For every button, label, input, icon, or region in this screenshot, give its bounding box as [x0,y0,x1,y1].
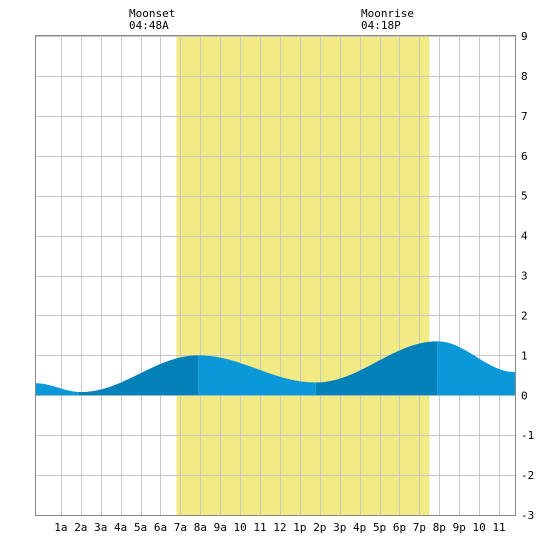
y-tick-label: 1 [521,349,528,362]
x-tick-label: 7a [174,521,187,534]
y-tick-label: 7 [521,110,528,123]
moonset-label: Moonset [129,7,175,20]
x-tick-labels: 1a 2a 3a 4a 5a 6a 7a 8a 9a 10 11 12 1p 2p 3p 4p 5p 6p 7p 8p… [54,521,505,534]
x-tick-label: 1a [54,521,67,534]
x-tick-label: 6p [393,521,406,534]
y-tick-label: 9 [521,30,528,43]
x-tick-label: 1p [293,521,306,534]
x-tick-label: 11 [253,521,266,534]
y-tick-label: 8 [521,70,528,83]
x-tick-label: 8a [194,521,207,534]
moonrise-time: 04:18P [361,19,401,32]
x-tick-label: 9a [214,521,227,534]
x-tick-label: 9p [453,521,466,534]
y-tick-label: 4 [521,230,528,243]
y-tick-label: 3 [521,270,528,283]
moonrise-label: Moonrise [361,7,414,20]
x-tick-label: 11 [492,521,505,534]
x-tick-label: 6a [154,521,167,534]
x-tick-label: 7p [413,521,426,534]
y-tick-label: 6 [521,150,528,163]
plot-frame [35,35,516,516]
y-tick-labels: -3 -2 -1 0 1 2 3 4 5 6 7 8 9 [521,30,534,522]
tide-area-layer [36,341,515,396]
tide-area-light [36,383,79,396]
x-tick-label: 12 [273,521,286,534]
y-tick-label: -2 [521,469,534,482]
tide-area-dark [78,355,199,396]
y-tick-label: 5 [521,190,528,203]
x-tick-label: 2p [313,521,326,534]
x-tick-label: 3p [333,521,346,534]
tide-area-dark [315,341,438,396]
daylight-band [176,36,430,515]
x-tick-label: 4a [114,521,127,534]
y-tick-label: 2 [521,309,528,322]
x-tick-label: 10 [234,521,247,534]
y-tick-label: 0 [521,389,528,402]
y-tick-label: -1 [521,429,534,442]
x-tick-label: 2a [74,521,87,534]
grid-layer [36,36,515,516]
x-tick-label: 4p [353,521,366,534]
x-tick-label: 8p [433,521,446,534]
daylight-band-layer [176,36,430,515]
x-tick-label: 5p [373,521,386,534]
moonset-time: 04:48A [129,19,169,32]
x-tick-label: 3a [94,521,107,534]
x-tick-label: 10 [473,521,486,534]
tide-area-light [437,341,515,396]
x-tick-label: 5a [134,521,147,534]
y-tick-label: -3 [521,509,534,522]
tide-area-light [198,355,316,396]
